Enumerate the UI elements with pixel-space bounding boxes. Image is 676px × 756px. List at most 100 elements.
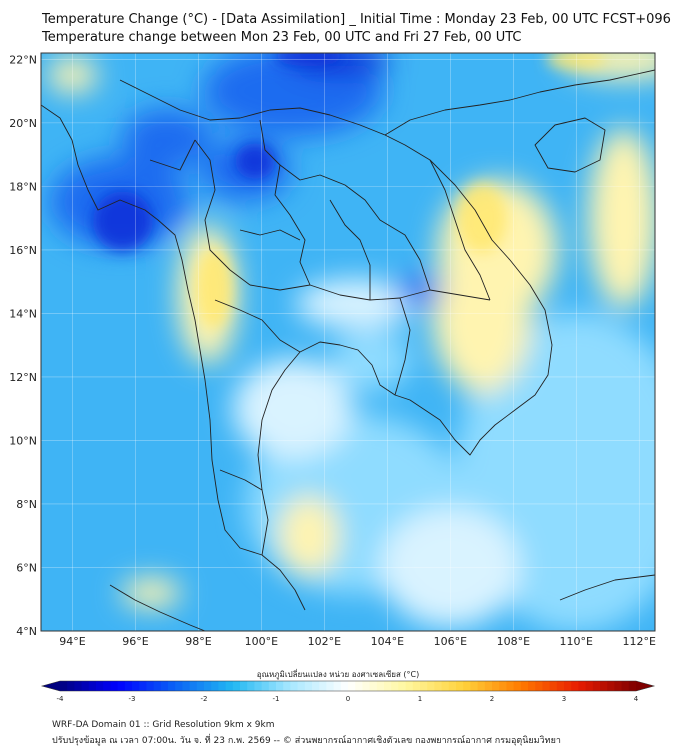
latitude-label: 6°N [16,561,37,574]
colorbar-cell [600,681,608,691]
colorbar-tick-label: -4 [57,695,65,703]
colorbar-cell [456,681,464,691]
colorbar-cell [420,681,428,691]
colorbar-min-arrow [42,681,60,691]
colorbar-cell [520,681,529,691]
colorbar-cell [261,681,270,691]
colorbar-cell [470,681,478,691]
field-patch-pale-yellow [588,128,655,309]
longitude-labels: 94°E 96°E 98°E 100°E 102°E 104°E 106°E 108°E 110… [59,635,656,648]
colorbar-cell [312,681,320,691]
colorbar-tick-label: -2 [201,695,208,703]
colorbar-cell [175,681,183,691]
colorbar-cell [96,681,104,691]
colorbar-cell [189,681,198,691]
colorbar-cell [348,681,356,691]
colorbar-cell [564,681,572,691]
colorbar-cell [448,681,457,691]
colorbar-cell [614,681,622,691]
colorbar-cell [556,681,565,691]
colorbar-tick-label: -3 [129,695,136,703]
colorbar-cell [340,681,349,691]
colorbar-cell [146,681,154,691]
colorbar-cell [67,681,75,691]
colorbar-cell [391,681,399,691]
colorbar-cell [290,681,298,691]
longitude-label: 96°E [122,635,148,648]
colorbar-cell [153,681,162,691]
colorbar-cell [463,681,471,691]
colorbar-cell [549,681,558,691]
field-patch-pale [380,507,521,628]
longitude-label: 106°E [434,635,467,648]
colorbar-cell [484,681,493,691]
latitude-label: 22°N [9,53,37,66]
colorbar-cell [412,681,421,691]
longitude-label: 102°E [308,635,341,648]
latitude-label: 4°N [16,625,37,638]
latitude-label: 16°N [9,244,37,257]
longitude-label: 94°E [59,635,85,648]
colorbar-cell [333,681,342,691]
colorbar-cell [240,681,248,691]
colorbar-cell [571,681,579,691]
colorbar-cell [74,681,82,691]
colorbar-cell [513,681,522,691]
latitude-label: 20°N [9,117,37,130]
colorbar-cell [103,681,111,691]
colorbar-cell [434,681,442,691]
colorbar-cell [592,681,601,691]
colorbar-cell [376,681,385,691]
colorbar-cell [124,681,133,691]
field-patch-pale-yellow [278,495,339,576]
colorbar-cell [247,681,255,691]
colorbar-cell [535,681,543,691]
coastlines-and-borders [41,69,655,631]
colorbar-cell [506,681,514,691]
footer-update-info: ปรับปรุงข้อมูล ณ เวลา 07:00น. วัน จ. ที่… [52,736,561,746]
colorbar-cell [384,681,392,691]
field-core-yellow [196,248,233,329]
colorbar-cell [607,681,615,691]
field-patch-pale-yellow [431,233,532,394]
colorbar-tick-label: 2 [490,695,494,703]
field-core-yellow [456,183,507,254]
colorbar-cell [132,681,140,691]
colorbar-outline [40,680,656,692]
colorbar-cell [196,681,205,691]
map-title: Temperature Change (°C) - [Data Assimila… [42,12,671,27]
field-core-yellow [546,53,607,70]
colorbar-cell [477,681,486,691]
colorbar-tick-label: 0 [346,695,350,703]
colorbar-cell [319,681,327,691]
latitude-label: 14°N [9,307,37,320]
colorbar-cell [578,681,586,691]
colorbar-cell [499,681,507,691]
longitude-label: 100°E [245,635,278,648]
latitude-labels: 22°N 20°N 18°N 16°N 14°N 12°N 10°N 8°N 6°N 4°N [9,53,37,638]
colorbar-cell [492,681,500,691]
colorbar-cell [398,681,406,691]
colorbar-cell [218,681,226,691]
temperature-field [41,53,655,631]
colorbar-label: อุณหภูมิเปลี่ยนแปลง หน่วย องศาเซลเซียส (… [256,670,420,679]
colorbar-cell [110,681,118,691]
colorbar-cell [283,681,291,691]
longitude-label: 112°E [623,635,656,648]
field-patch-pale-yellow [121,577,182,608]
colorbar-cell [621,681,630,691]
colorbar-cell [211,681,219,691]
colorbar-cell [139,681,147,691]
colorbar-cell [182,681,190,691]
colorbar-cell [225,681,234,691]
colorbar: -4 -3 -2 -1 0 1 2 3 4 [40,680,656,703]
colorbar-cell [326,681,334,691]
field-core-deep-blue [235,142,276,179]
colorbar-cell [542,681,550,691]
colorbar-cell [204,681,212,691]
map-frame [40,52,656,632]
colorbar-cell [168,681,176,691]
field-patch-blue [393,277,444,306]
field-patch-pale [295,278,416,329]
